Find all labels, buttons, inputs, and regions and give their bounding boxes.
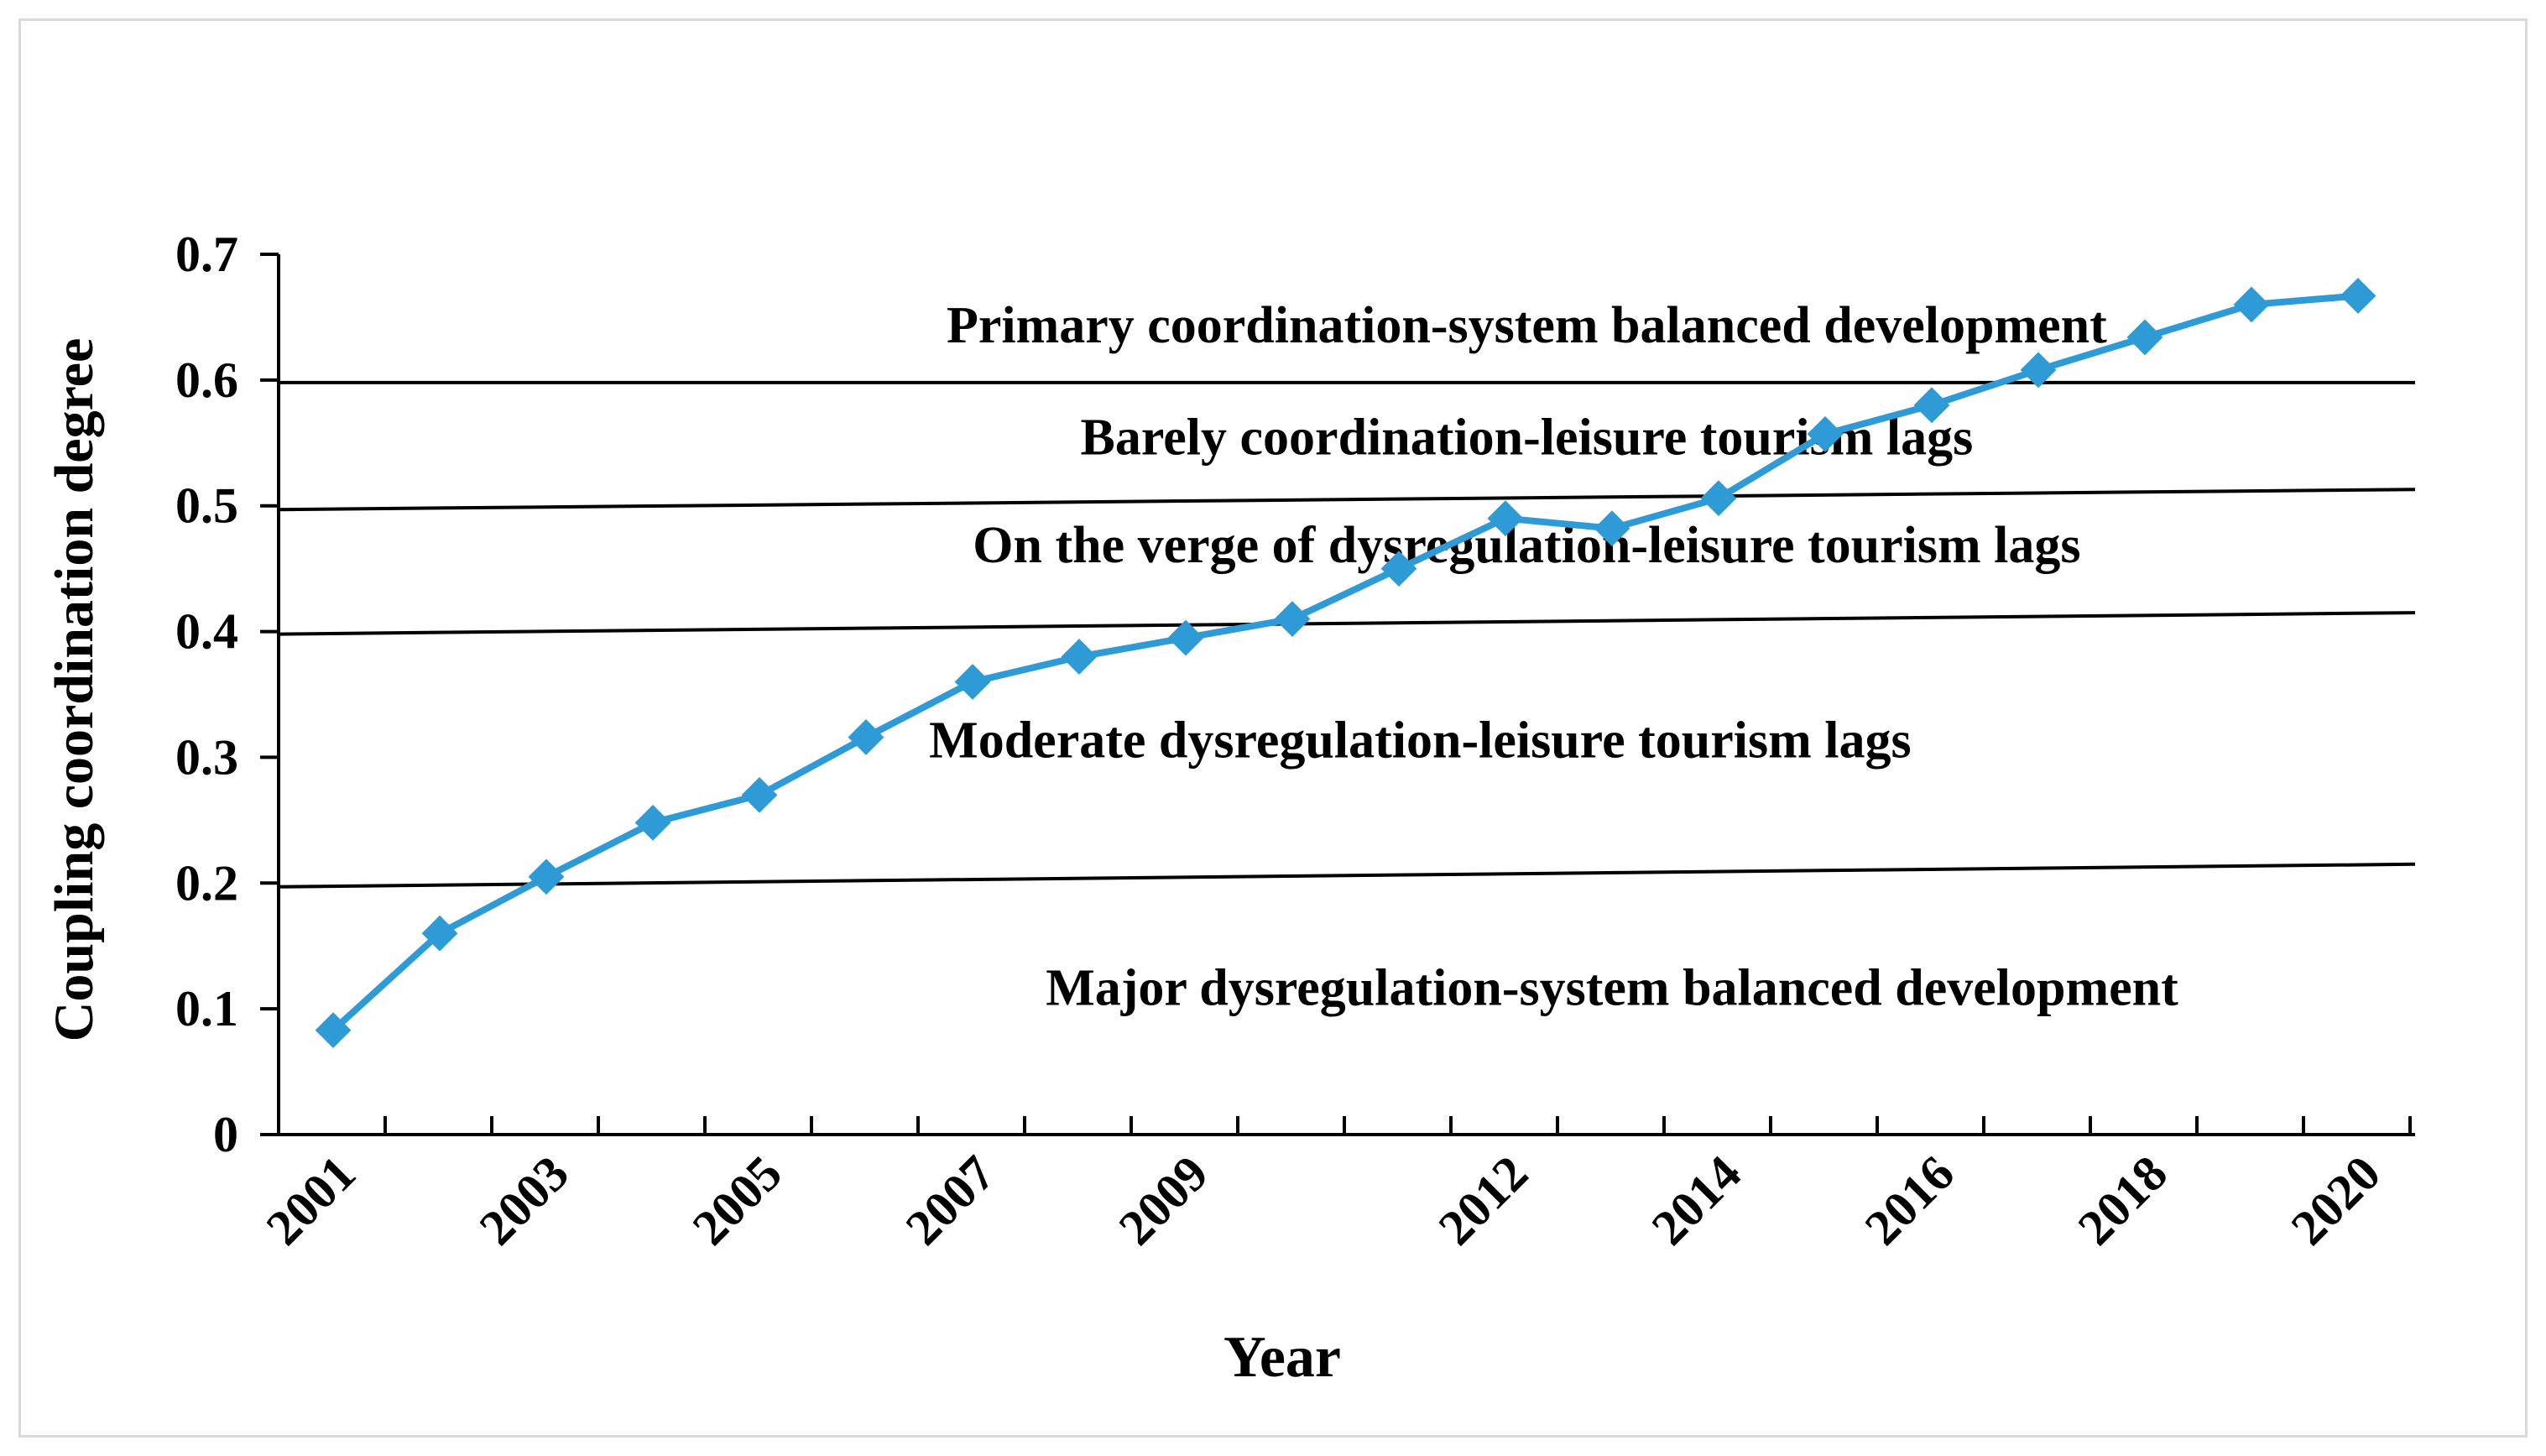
data-point-marker: [634, 804, 671, 841]
data-point-marker: [315, 1012, 352, 1049]
x-tick-label: 2018: [2068, 1145, 2178, 1256]
data-point-marker: [2340, 278, 2376, 314]
y-tick-label: 0: [213, 1107, 238, 1162]
y-tick-label: 0.1: [175, 981, 238, 1036]
data-point-marker: [1487, 500, 1524, 537]
data-point-marker: [2233, 286, 2270, 323]
data-point-marker: [1380, 551, 1417, 587]
threshold-line: [278, 488, 2416, 512]
y-tick-label: 0.6: [175, 352, 238, 408]
data-point-marker: [1167, 619, 1204, 656]
x-tick-label: 2009: [1109, 1145, 1219, 1256]
threshold-line: [278, 611, 2416, 636]
x-ticks: 2001 2003 2005 2007 2009 2012 2014 2016 2018 2020: [256, 1116, 2412, 1256]
y-tick-label: 0.7: [175, 227, 238, 282]
x-tick-label: 2003: [469, 1145, 580, 1256]
data-point-marker: [2020, 352, 2057, 389]
y-tick-label: 0.2: [175, 855, 238, 911]
x-tick-label: 2020: [2281, 1145, 2392, 1256]
x-tick-label: 2001: [256, 1145, 367, 1256]
y-tick-label: 0.3: [175, 729, 238, 785]
x-tick-label: 2014: [1641, 1145, 1752, 1256]
zone-annotation: Primary coordination-system balanced dev…: [947, 297, 2107, 354]
x-tick-label: 2005: [682, 1145, 793, 1256]
data-series: [315, 278, 2376, 1049]
data-point-marker: [741, 776, 778, 813]
data-point-marker: [1700, 480, 1737, 517]
threshold-line: [278, 862, 2416, 889]
axes: [277, 254, 2415, 1136]
x-tick-label: 2012: [1428, 1145, 1539, 1256]
y-ticks: 0 0.1 0.2 0.3 0.4 0.5 0.6 0.7: [175, 227, 279, 1162]
data-point-marker: [1913, 387, 1950, 424]
data-point-marker: [421, 915, 458, 952]
data-point-marker: [848, 719, 884, 755]
data-point-marker: [954, 664, 991, 700]
zone-annotation: Moderate dysregulation-leisure tourism l…: [929, 712, 1911, 769]
zone-annotation: Major dysregulation-system balanced deve…: [1046, 960, 2178, 1017]
zone-annotations: Primary coordination-system balanced dev…: [929, 297, 2178, 1017]
x-tick-label: 2016: [1855, 1145, 1965, 1256]
data-point-marker: [1061, 639, 1098, 675]
y-tick-label: 0.4: [175, 604, 238, 660]
series-line: [331, 292, 2359, 1033]
y-tick-label: 0.5: [175, 478, 238, 534]
threshold-lines: [278, 380, 2416, 889]
data-point-marker: [1274, 601, 1311, 637]
x-tick-label: 2007: [895, 1145, 1006, 1256]
data-point-marker: [1594, 510, 1630, 547]
data-point-marker: [528, 858, 565, 895]
y-axis-label: Coupling coordination degree: [44, 338, 105, 1042]
data-point-marker: [2126, 319, 2163, 356]
data-point-marker: [1807, 415, 1844, 452]
figure-frame: [18, 18, 2528, 1438]
x-axis-label: Year: [1223, 1325, 1341, 1390]
zone-annotation: On the verge of dysregulation-leisure to…: [973, 517, 2080, 574]
